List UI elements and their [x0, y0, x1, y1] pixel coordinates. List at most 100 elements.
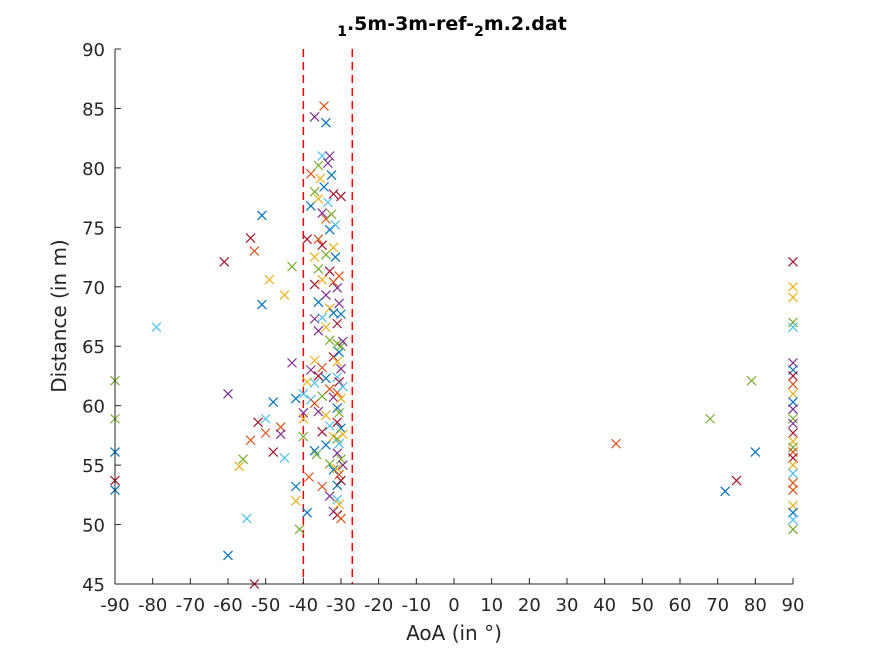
x-axis-label: AoA (in °) [406, 621, 502, 645]
x-tick-label: 10 [480, 595, 503, 616]
data-point [317, 151, 328, 161]
data-point [260, 413, 271, 424]
data-point [324, 458, 335, 469]
data-point [315, 173, 326, 184]
data-point [788, 413, 798, 424]
data-point [245, 435, 256, 446]
x-tick-label: -60 [213, 595, 242, 616]
data-point [788, 357, 798, 368]
data-point [324, 151, 335, 161]
data-point [324, 224, 335, 235]
data-point [788, 428, 798, 438]
data-point [298, 388, 309, 399]
data-point [334, 298, 345, 309]
data-point [336, 363, 346, 374]
x-tick-label: -40 [289, 595, 318, 616]
plot-area [115, 49, 793, 584]
data-point [328, 464, 339, 475]
data-point [788, 468, 798, 479]
data-point [330, 220, 341, 230]
data-point [294, 524, 305, 535]
x-tick-label: 60 [669, 595, 692, 616]
title-part: 1 [337, 24, 347, 40]
data-point [788, 379, 798, 390]
data-point [328, 242, 339, 253]
data-point [245, 233, 256, 243]
data-point [302, 507, 313, 518]
data-point [313, 371, 324, 381]
data-point [256, 210, 267, 221]
data-point [332, 356, 343, 367]
data-point [334, 347, 345, 358]
data-point [287, 261, 297, 272]
y-tick-label: 70 [82, 278, 105, 299]
data-point [705, 413, 716, 424]
x-tick-label: -20 [364, 595, 393, 616]
y-tick-label: 75 [82, 218, 105, 239]
x-tick-label: 50 [631, 595, 654, 616]
data-point [332, 463, 343, 474]
data-point [309, 279, 320, 290]
data-point [321, 290, 331, 301]
data-point [256, 299, 267, 310]
data-point [788, 485, 798, 496]
data-point [788, 256, 798, 267]
data-point [324, 266, 335, 277]
data-point [290, 393, 301, 404]
data-point [313, 234, 324, 245]
data-point [268, 447, 279, 457]
data-point [249, 246, 260, 257]
x-tick-label: 30 [556, 595, 579, 616]
chart-title: 1.5m-3m-ref-2m.2.dat [337, 13, 567, 40]
data-point [326, 170, 337, 180]
data-point [334, 438, 345, 449]
data-point [731, 475, 742, 486]
data-point [611, 438, 621, 449]
data-point [324, 335, 335, 346]
x-tick-label: 20 [518, 595, 541, 616]
data-point [788, 442, 798, 453]
data-point [234, 461, 245, 472]
data-point [788, 478, 798, 488]
data-point [788, 397, 798, 408]
data-point [313, 264, 324, 274]
data-point [788, 322, 798, 333]
x-tick-label: -10 [402, 595, 431, 616]
y-tick-label: 65 [82, 337, 105, 358]
data-point [337, 460, 348, 471]
x-tick-label: 0 [448, 595, 459, 616]
data-point [287, 357, 297, 368]
data-point [317, 274, 328, 285]
data-point [253, 417, 264, 428]
y-tick-label: 45 [82, 575, 105, 596]
data-point [332, 318, 343, 329]
y-axis-label: Distance (in m) [47, 239, 71, 393]
data-point [324, 303, 335, 314]
data-point [317, 208, 328, 218]
data-point [151, 322, 162, 333]
data-point [746, 375, 757, 386]
data-point [750, 447, 761, 457]
data-point [332, 283, 343, 293]
data-point [309, 378, 320, 389]
data-point [336, 475, 346, 486]
data-point [305, 168, 316, 179]
data-point [332, 480, 343, 491]
data-point [298, 431, 309, 442]
data-point [720, 486, 731, 497]
data-point [788, 460, 798, 471]
data-point [279, 453, 290, 463]
y-axis-ticks: 45 50 55 60 65 70 75 80 85 90 [82, 40, 121, 596]
data-point [330, 252, 341, 262]
data-point [788, 404, 798, 415]
data-point [788, 507, 798, 518]
x-tick-label: -90 [100, 595, 129, 616]
data-point [275, 429, 286, 440]
x-tick-label: 70 [706, 595, 729, 616]
x-tick-label: -30 [326, 595, 355, 616]
data-point [332, 417, 343, 428]
data-point [321, 410, 331, 421]
y-tick-label: 50 [82, 516, 105, 537]
data-point [334, 499, 345, 510]
